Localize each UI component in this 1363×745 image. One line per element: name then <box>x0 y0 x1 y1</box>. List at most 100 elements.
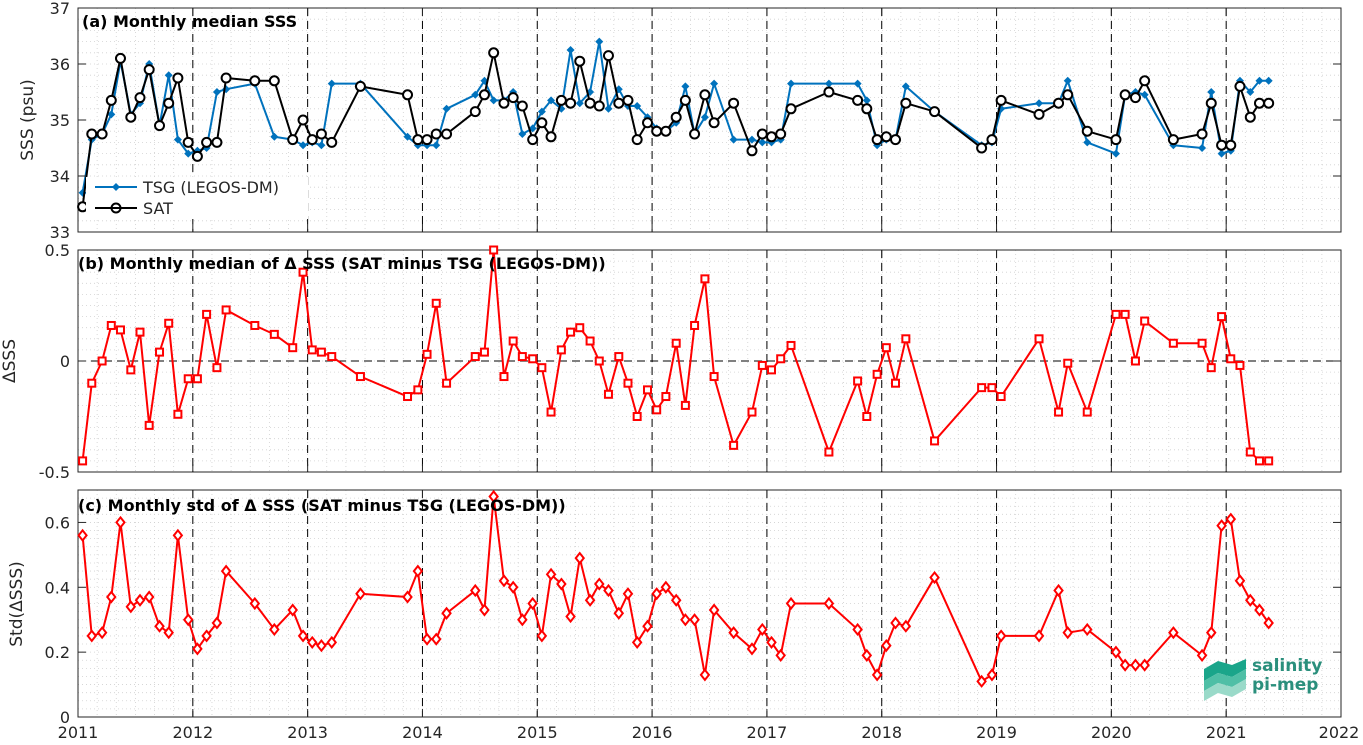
panel-c-xticks: 2011 2012 2013 2014 2015 2016 2017 2018 2019 2020… <box>58 490 1359 742</box>
data-point <box>326 635 338 650</box>
data-point <box>614 352 624 362</box>
data-point <box>316 347 326 357</box>
series-line <box>81 249 1269 462</box>
panel-a-title: (a) Monthly median SSS <box>82 12 297 31</box>
data-point <box>1255 76 1264 85</box>
data-point <box>421 632 433 646</box>
data-point <box>642 619 653 633</box>
panel-a: 33 34 35 36 37 (a) Monthly median SSS SSS (p… <box>18 0 1342 242</box>
data-point <box>929 106 941 118</box>
xtick-label: 2019 <box>976 723 1017 742</box>
data-point <box>1234 80 1246 92</box>
data-point <box>1226 354 1236 364</box>
data-point <box>220 564 232 578</box>
data-point <box>547 96 556 105</box>
data-point <box>1033 108 1045 120</box>
data-point <box>163 626 174 640</box>
data-point <box>995 94 1007 106</box>
data-point <box>518 130 527 138</box>
data-point <box>852 94 864 106</box>
data-point <box>498 574 510 588</box>
series-line <box>81 495 1270 683</box>
data-point <box>184 149 193 158</box>
panel-a-series <box>77 37 1275 213</box>
data-point <box>105 94 117 106</box>
data-point <box>1225 512 1237 526</box>
data-point <box>1083 138 1092 147</box>
data-point <box>431 298 441 308</box>
data-point <box>929 570 940 585</box>
data-point <box>507 580 519 594</box>
data-point <box>488 489 499 504</box>
data-point <box>1082 407 1092 417</box>
data-point <box>987 383 997 393</box>
data-point <box>986 668 998 682</box>
panel-b-yticks: -0.5 0 0.5 <box>39 241 1342 482</box>
data-point <box>1205 97 1217 109</box>
data-point <box>891 378 901 388</box>
data-point <box>125 600 137 614</box>
data-point <box>1217 312 1227 322</box>
data-point <box>488 47 500 59</box>
data-point <box>316 639 327 653</box>
data-point <box>787 79 796 88</box>
data-point <box>881 639 892 653</box>
data-point <box>192 642 203 656</box>
data-point <box>143 590 155 604</box>
panel-c: 00.20.40.6 2011 2012 2013 2014 2015 2016 2017 2… <box>7 489 1359 742</box>
data-point <box>861 648 873 662</box>
data-point <box>890 616 901 630</box>
data-point <box>422 349 432 359</box>
data-point <box>565 609 576 624</box>
data-point <box>1235 360 1245 370</box>
panel-c-ylabel: Std(ΔSSS) <box>7 561 27 647</box>
data-point <box>403 132 412 141</box>
data-point <box>249 75 261 87</box>
data-point <box>1054 407 1064 417</box>
data-point <box>767 365 777 375</box>
xtick-label: 2017 <box>747 723 788 742</box>
data-point <box>143 64 155 76</box>
data-point <box>1053 97 1065 109</box>
data-point <box>585 336 595 346</box>
logo-mark-icon <box>1204 659 1246 701</box>
data-point <box>86 629 98 643</box>
data-point <box>651 587 662 601</box>
data-point <box>470 352 480 362</box>
data-point <box>584 593 596 607</box>
data-point <box>315 128 327 140</box>
data-point <box>192 374 202 384</box>
data-point <box>1139 75 1151 87</box>
data-point <box>220 72 232 84</box>
data-point <box>432 141 441 150</box>
data-point <box>1197 338 1207 348</box>
xtick-label: 2018 <box>861 723 902 742</box>
xtick-label: 2015 <box>517 723 558 742</box>
data-point <box>1130 356 1140 366</box>
data-point <box>97 356 107 366</box>
data-point <box>930 436 940 446</box>
data-point <box>212 88 221 96</box>
data-point <box>479 347 489 357</box>
data-point <box>327 79 336 88</box>
data-point <box>155 347 165 357</box>
data-point <box>402 89 414 101</box>
data-point <box>164 71 173 80</box>
data-point <box>1234 574 1246 588</box>
data-point <box>471 90 480 99</box>
data-point <box>546 407 556 417</box>
data-point <box>1081 622 1093 637</box>
data-point <box>652 405 662 415</box>
data-point <box>134 92 146 104</box>
data-point <box>403 392 413 402</box>
data-point <box>575 323 585 333</box>
data-point <box>1244 111 1256 123</box>
data-point <box>1196 648 1208 662</box>
data-point <box>201 136 213 148</box>
data-point <box>1246 88 1255 96</box>
data-point <box>1216 519 1227 533</box>
data-point <box>212 363 222 373</box>
data-point <box>776 354 786 364</box>
data-point <box>1206 363 1216 373</box>
ytick-label: 37 <box>50 0 70 18</box>
